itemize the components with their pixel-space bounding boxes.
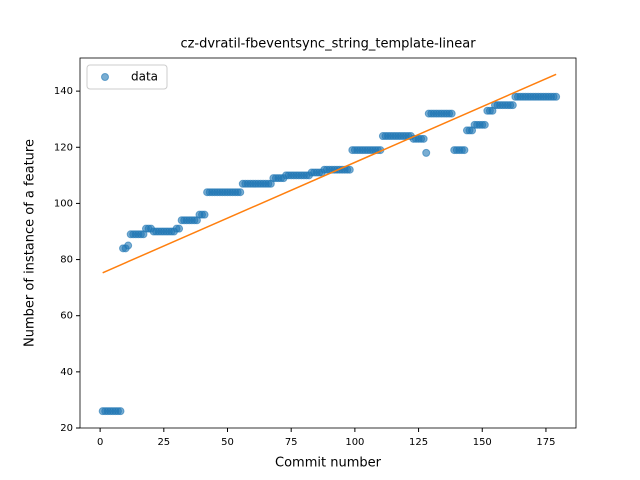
data-point xyxy=(236,188,245,197)
y-tick-label: 100 xyxy=(54,198,73,209)
data-point xyxy=(508,101,517,110)
data-point xyxy=(175,224,184,233)
x-tick-label: 25 xyxy=(157,437,170,448)
x-tick-label: 50 xyxy=(221,437,234,448)
legend-label: data xyxy=(131,70,158,84)
chart-title: cz-dvratil-fbeventsync_string_template-l… xyxy=(180,37,476,52)
y-tick-label: 40 xyxy=(60,367,73,378)
y-tick-label: 20 xyxy=(60,423,73,434)
legend-marker xyxy=(101,73,109,81)
data-point xyxy=(460,146,469,155)
x-tick-label: 175 xyxy=(536,437,555,448)
data-point xyxy=(447,109,456,118)
y-tick-label: 120 xyxy=(54,142,73,153)
data-point xyxy=(345,165,354,174)
data-point xyxy=(422,148,431,157)
data-point xyxy=(419,134,428,143)
x-tick-label: 100 xyxy=(345,437,364,448)
x-tick-label: 0 xyxy=(97,437,103,448)
data-point xyxy=(480,120,489,129)
x-tick-label: 125 xyxy=(409,437,428,448)
y-tick-label: 80 xyxy=(60,255,73,266)
y-tick-label: 140 xyxy=(54,86,73,97)
data-point xyxy=(124,241,133,250)
data-point xyxy=(552,92,561,101)
y-tick-label: 60 xyxy=(60,311,73,322)
plot-frame xyxy=(79,57,577,429)
legend-box xyxy=(86,64,168,90)
data-point xyxy=(116,407,125,416)
y-axis-label: Number of instance of a feature xyxy=(23,139,38,347)
x-tick-label: 75 xyxy=(285,437,298,448)
x-axis-label: Commit number xyxy=(275,456,382,471)
fit-line xyxy=(102,73,557,274)
data-point xyxy=(200,210,209,219)
x-tick-label: 150 xyxy=(473,437,492,448)
